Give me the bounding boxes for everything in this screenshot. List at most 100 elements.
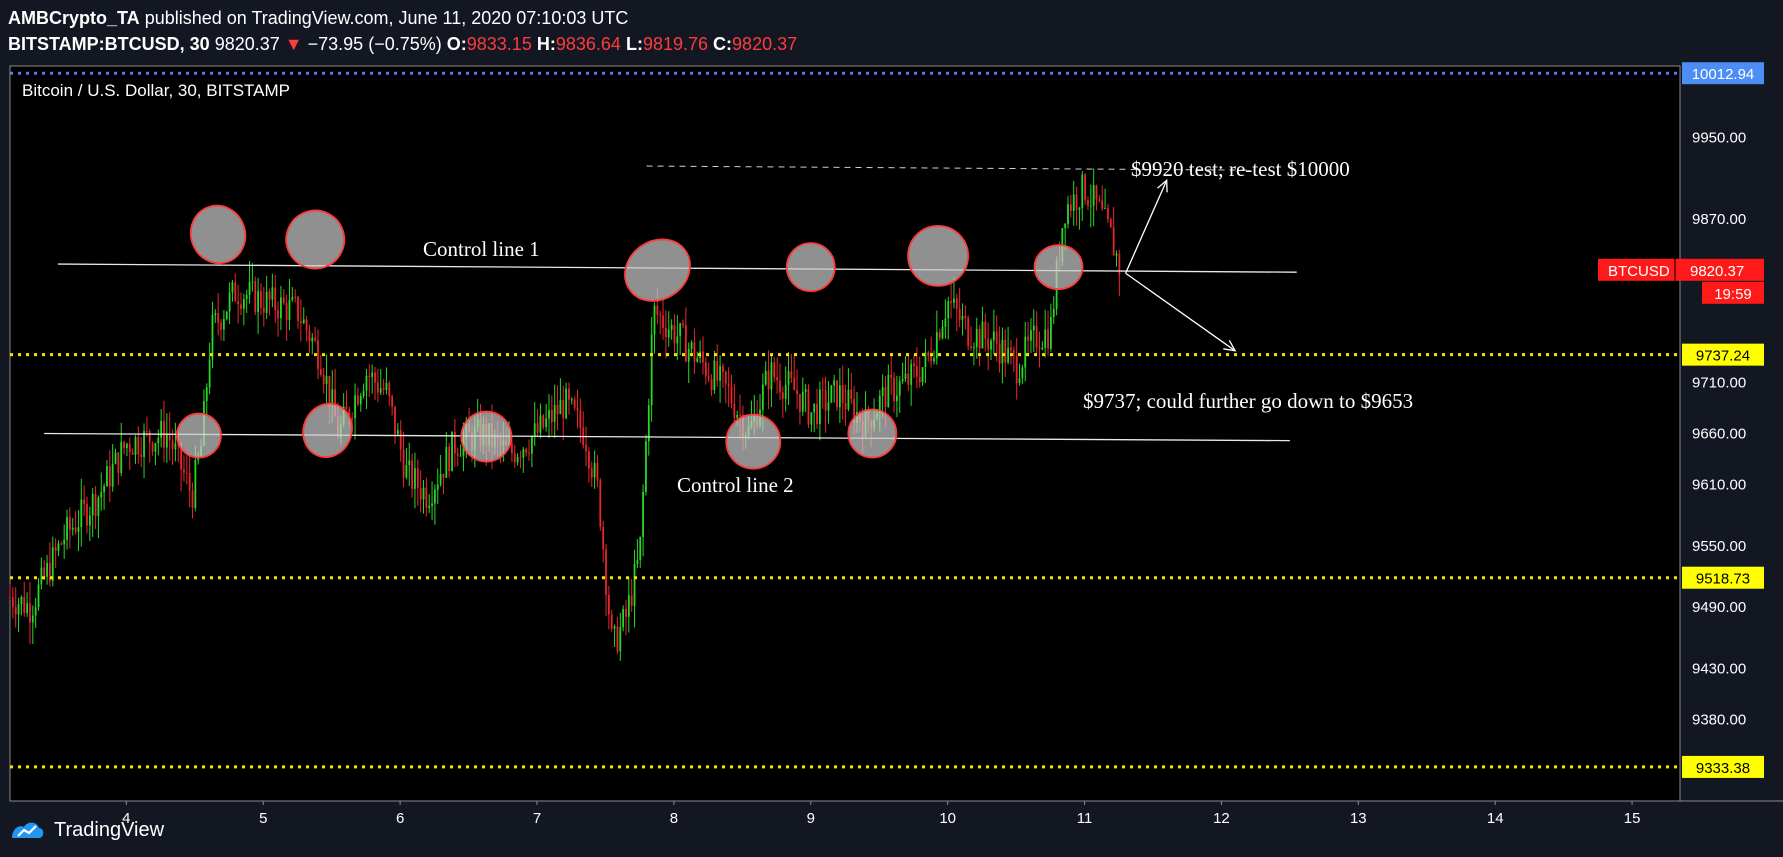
candle-body	[1038, 347, 1041, 350]
candle-body	[280, 297, 282, 319]
candle-body	[265, 291, 268, 313]
symbol-name[interactable]: BITSTAMP:BTCUSD, 30	[8, 34, 210, 54]
price-level-badge	[1682, 343, 1764, 366]
candle-body	[123, 441, 125, 449]
candle-body	[656, 305, 659, 315]
candle-body	[576, 407, 579, 411]
candle-body	[682, 323, 684, 326]
candle-body	[590, 468, 593, 478]
candle-body	[613, 626, 616, 629]
highlight-circle	[907, 224, 969, 287]
candle-body	[453, 431, 456, 454]
price-level-label: 9333.38	[1696, 760, 1750, 777]
candle-body	[23, 597, 26, 614]
candle-body	[970, 346, 972, 349]
candle-body	[727, 383, 730, 387]
candle-body	[140, 454, 143, 458]
candle-body	[707, 376, 710, 379]
candle-body	[214, 313, 217, 316]
candle-body	[1075, 194, 1078, 210]
tradingview-footer[interactable]: TradingView	[10, 814, 164, 846]
candle-body	[1052, 309, 1055, 318]
control-line	[44, 432, 1290, 442]
candle-body	[288, 299, 291, 321]
candle-body	[593, 462, 596, 478]
candle-body	[770, 362, 773, 390]
control-line-2-label: Control line 2	[677, 473, 794, 497]
candle-body	[254, 281, 257, 313]
candle-body	[29, 603, 31, 623]
candle-body	[850, 389, 853, 399]
candle-body	[448, 446, 451, 472]
candle-body	[31, 615, 34, 623]
candle-body	[764, 371, 767, 385]
candle-body	[234, 282, 237, 302]
candle-body	[984, 321, 987, 339]
candle-body	[844, 402, 847, 410]
price-level-label: 9518.73	[1696, 571, 1750, 588]
symbol-bar: BITSTAMP:BTCUSD, 30 9820.37 ▼ −73.95 (−0…	[8, 32, 797, 56]
candle-body	[451, 431, 453, 472]
candle-body	[930, 355, 933, 362]
candle-body	[676, 336, 679, 344]
candle-body	[799, 394, 801, 412]
candle-body	[396, 430, 399, 435]
candle-body	[111, 463, 114, 487]
candle-body	[622, 609, 625, 628]
candle-body	[345, 406, 348, 410]
candle-body	[565, 388, 567, 419]
candle-body	[311, 337, 314, 342]
candle-body	[684, 325, 687, 362]
candle-body	[553, 404, 556, 422]
candle-body	[690, 342, 693, 350]
candle-body	[511, 443, 513, 454]
candle-body	[188, 473, 191, 491]
author-name[interactable]: AMBCrypto_TA	[8, 8, 140, 28]
candle-body	[801, 391, 804, 412]
candle-body	[319, 368, 322, 375]
candle-body	[1078, 208, 1081, 210]
candle-body	[291, 296, 294, 300]
candle-body	[790, 371, 793, 378]
candle-body	[422, 487, 425, 500]
candle-body	[428, 505, 431, 508]
candle-body	[610, 614, 613, 629]
chart-pane[interactable]	[9, 65, 1681, 802]
candle-body	[314, 337, 317, 341]
candle-body	[220, 322, 222, 330]
candle-body	[294, 296, 297, 298]
candle-body	[1092, 185, 1095, 206]
candle-body	[944, 318, 947, 327]
candle-body	[836, 380, 838, 408]
candle-body	[568, 388, 570, 400]
candle-body	[399, 430, 402, 450]
candle-body	[91, 494, 94, 516]
y-axis-tick-label: 9610.00	[1692, 477, 1746, 494]
candle-body	[1087, 200, 1089, 206]
x-axis-tick-label: 11	[1077, 810, 1093, 827]
close-value: 9820.37	[732, 34, 798, 54]
candle-body	[268, 291, 271, 300]
candle-body	[285, 303, 288, 321]
candle-body	[174, 443, 177, 450]
candle-body	[1004, 339, 1007, 363]
high-value: 9836.64	[555, 34, 621, 54]
candle-body	[1115, 253, 1118, 256]
candle-body	[990, 340, 992, 350]
candle-body	[1024, 336, 1027, 368]
candle-body	[536, 423, 539, 433]
candle-body	[49, 563, 51, 582]
arrow-head-icon	[1157, 178, 1168, 193]
candle-body	[334, 389, 337, 417]
candle-body	[368, 375, 371, 378]
candle-body	[516, 456, 519, 463]
candle-body	[1035, 325, 1038, 348]
candle-body	[71, 527, 74, 530]
candle-body	[513, 453, 516, 463]
candle-body	[80, 499, 83, 528]
x-axis-tick-label: 6	[396, 810, 404, 827]
current-symbol-label: BTCUSD	[1608, 263, 1670, 280]
candle-body	[385, 382, 388, 390]
candle-body	[388, 382, 391, 397]
